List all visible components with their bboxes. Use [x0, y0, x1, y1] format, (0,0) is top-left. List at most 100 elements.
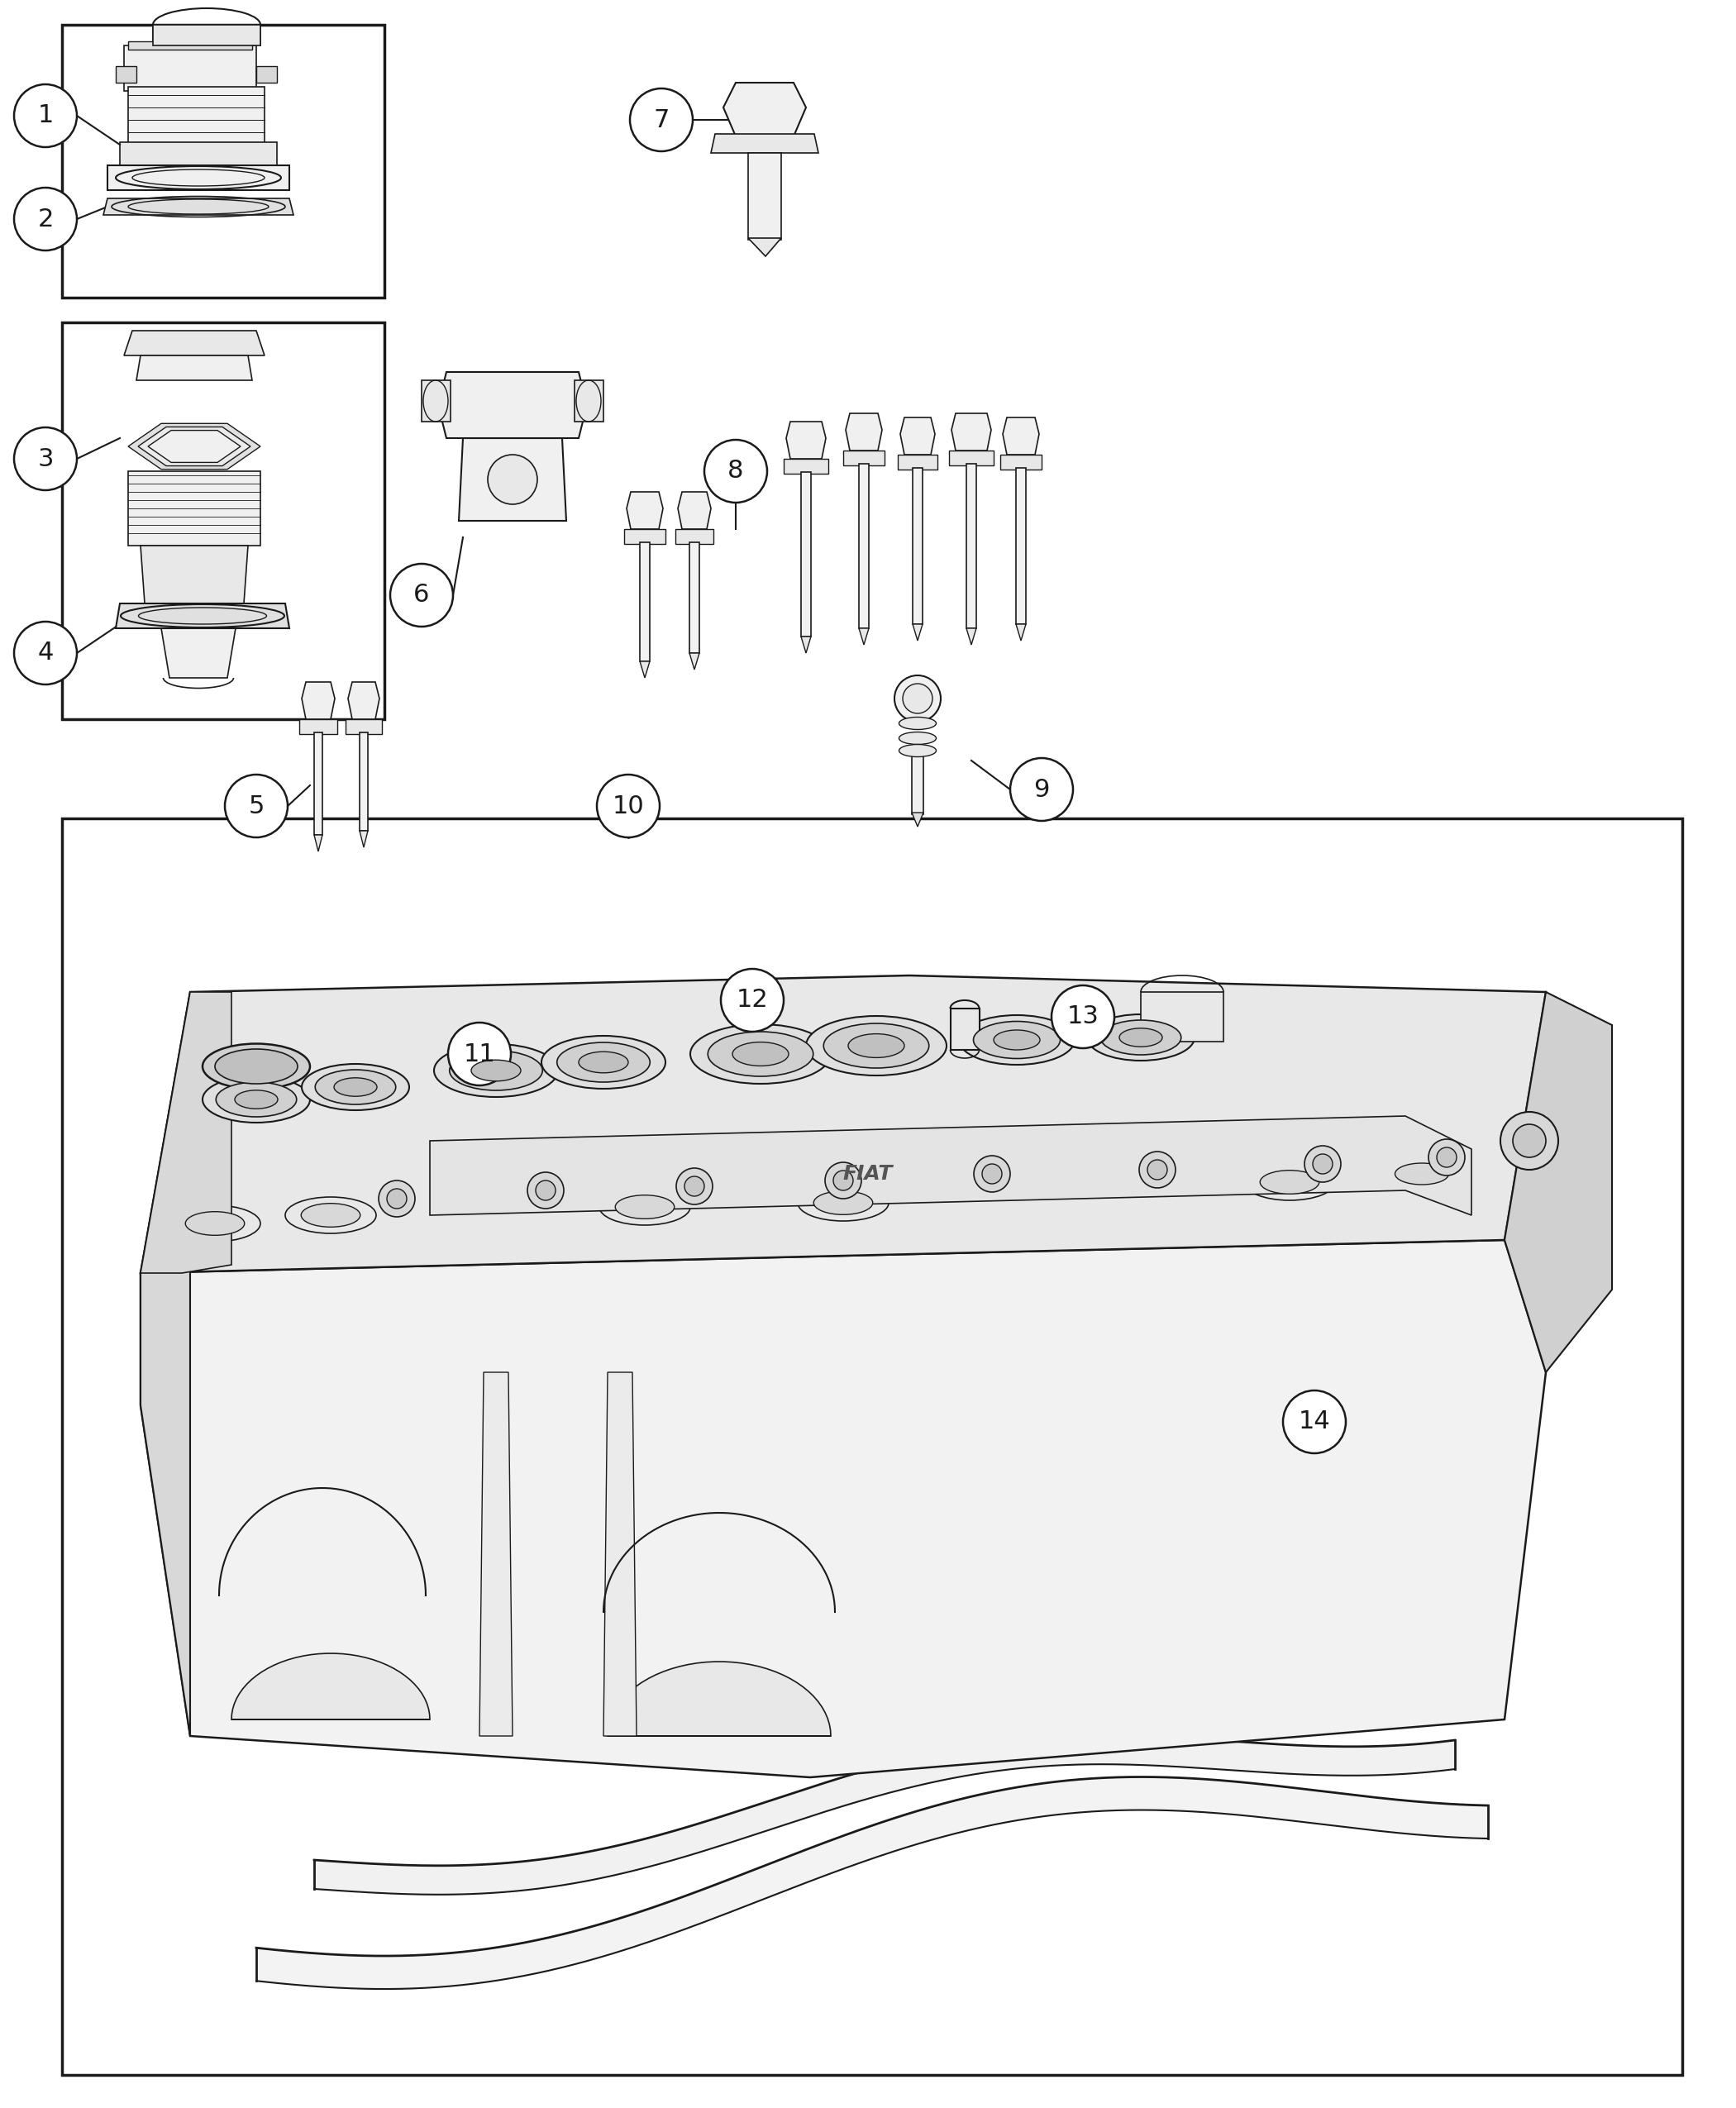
Text: 14: 14 [1299, 1410, 1330, 1433]
Polygon shape [901, 417, 936, 455]
Polygon shape [1016, 468, 1026, 624]
Polygon shape [128, 86, 264, 145]
Polygon shape [951, 413, 991, 451]
Ellipse shape [186, 1212, 245, 1235]
Circle shape [1429, 1138, 1465, 1176]
Polygon shape [116, 603, 290, 628]
Ellipse shape [806, 1016, 946, 1075]
Polygon shape [748, 154, 781, 240]
Polygon shape [1016, 624, 1026, 641]
Ellipse shape [215, 1050, 297, 1084]
Ellipse shape [1120, 1029, 1163, 1048]
Circle shape [974, 1155, 1010, 1191]
Text: 10: 10 [613, 795, 644, 818]
Text: 12: 12 [736, 989, 769, 1012]
Text: 5: 5 [248, 795, 264, 818]
Polygon shape [724, 82, 806, 137]
Ellipse shape [993, 1031, 1040, 1050]
Circle shape [14, 188, 76, 251]
Polygon shape [299, 719, 337, 734]
Polygon shape [859, 628, 868, 645]
Polygon shape [302, 683, 335, 719]
Polygon shape [951, 1008, 979, 1050]
Polygon shape [625, 529, 665, 544]
Circle shape [378, 1180, 415, 1216]
Polygon shape [123, 46, 257, 91]
Polygon shape [314, 1735, 1455, 1895]
Circle shape [488, 455, 538, 504]
Ellipse shape [542, 1035, 665, 1088]
Polygon shape [575, 379, 604, 422]
Polygon shape [359, 731, 368, 831]
Ellipse shape [285, 1197, 377, 1233]
Polygon shape [859, 464, 868, 628]
Polygon shape [345, 719, 382, 734]
Polygon shape [120, 141, 278, 164]
Ellipse shape [1380, 1157, 1463, 1191]
Polygon shape [458, 438, 566, 521]
Circle shape [1139, 1151, 1175, 1189]
Polygon shape [116, 65, 137, 82]
Polygon shape [675, 529, 713, 544]
Ellipse shape [215, 1081, 297, 1117]
Circle shape [1304, 1147, 1340, 1183]
Text: 9: 9 [1033, 778, 1050, 801]
Polygon shape [641, 542, 649, 662]
Polygon shape [153, 25, 260, 46]
Polygon shape [967, 628, 976, 645]
Polygon shape [359, 831, 368, 847]
Circle shape [705, 441, 767, 502]
Ellipse shape [974, 1022, 1061, 1058]
Polygon shape [128, 42, 252, 51]
Ellipse shape [316, 1069, 396, 1105]
Bar [62, 25, 384, 297]
Polygon shape [128, 424, 260, 470]
Ellipse shape [1396, 1164, 1450, 1185]
Ellipse shape [203, 1043, 311, 1090]
Polygon shape [123, 331, 264, 356]
Ellipse shape [434, 1043, 557, 1096]
Ellipse shape [615, 1195, 674, 1218]
Polygon shape [898, 455, 937, 470]
Polygon shape [479, 1372, 512, 1737]
Ellipse shape [1245, 1164, 1335, 1199]
Text: 6: 6 [413, 584, 429, 607]
Polygon shape [689, 542, 700, 653]
Ellipse shape [1260, 1170, 1319, 1193]
Text: 3: 3 [38, 447, 54, 470]
Polygon shape [422, 379, 451, 422]
Polygon shape [967, 464, 976, 628]
Polygon shape [800, 472, 811, 637]
Circle shape [387, 1189, 406, 1208]
Polygon shape [689, 653, 700, 670]
Ellipse shape [899, 717, 936, 729]
Circle shape [894, 675, 941, 721]
Circle shape [14, 428, 76, 491]
Polygon shape [627, 491, 663, 529]
Circle shape [448, 1022, 510, 1086]
Ellipse shape [578, 1052, 628, 1073]
Polygon shape [139, 428, 250, 466]
Polygon shape [431, 1115, 1472, 1214]
Ellipse shape [899, 731, 936, 744]
Circle shape [391, 563, 453, 626]
Bar [62, 818, 1682, 2074]
Circle shape [226, 774, 288, 837]
Circle shape [14, 84, 76, 148]
Polygon shape [314, 835, 323, 852]
Ellipse shape [470, 1060, 521, 1081]
Polygon shape [1141, 993, 1224, 1041]
Polygon shape [748, 238, 781, 257]
Circle shape [14, 622, 76, 685]
Polygon shape [911, 812, 924, 826]
Polygon shape [257, 1777, 1488, 1990]
Polygon shape [1000, 455, 1042, 470]
Polygon shape [608, 1661, 832, 1737]
Circle shape [983, 1164, 1002, 1185]
Polygon shape [231, 1653, 431, 1720]
Polygon shape [141, 1240, 1545, 1777]
Polygon shape [108, 164, 290, 190]
Ellipse shape [599, 1189, 691, 1225]
Circle shape [684, 1176, 705, 1195]
Polygon shape [137, 356, 252, 379]
